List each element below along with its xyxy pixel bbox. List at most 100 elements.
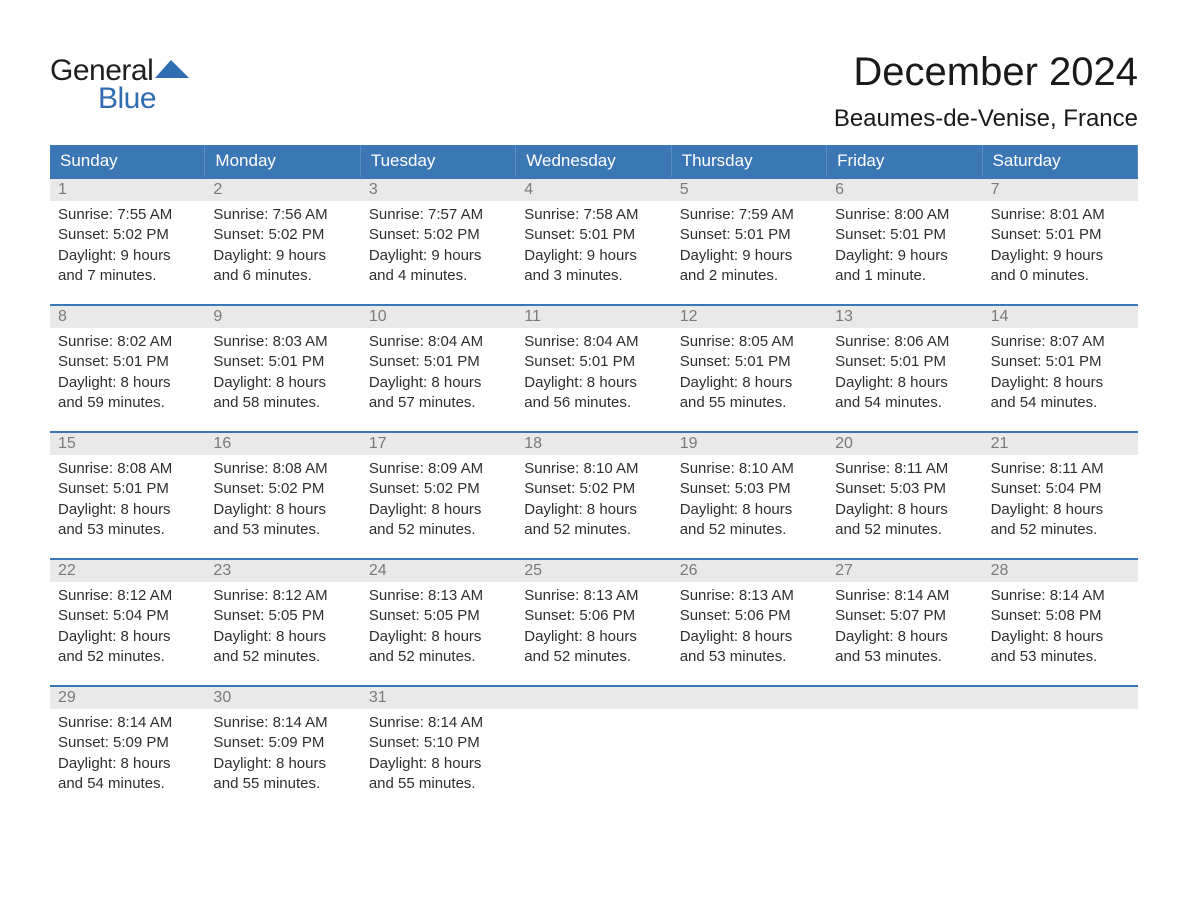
daylight-text-1: Daylight: 8 hours — [835, 500, 974, 520]
daylight-text-2: and 7 minutes. — [58, 266, 197, 286]
day-cell: Sunrise: 8:13 AMSunset: 5:06 PMDaylight:… — [672, 582, 827, 675]
sunset-text: Sunset: 5:04 PM — [58, 606, 197, 626]
sunset-text: Sunset: 5:06 PM — [524, 606, 663, 626]
sunset-text: Sunset: 5:02 PM — [213, 225, 352, 245]
day-number: 11 — [516, 306, 671, 328]
daylight-text-1: Daylight: 8 hours — [835, 373, 974, 393]
day-cell: Sunrise: 8:07 AMSunset: 5:01 PMDaylight:… — [983, 328, 1138, 421]
day-number-row: 22232425262728 — [50, 560, 1138, 582]
day-header: Thursday — [672, 145, 827, 177]
sunset-text: Sunset: 5:01 PM — [991, 225, 1130, 245]
sunset-text: Sunset: 5:01 PM — [213, 352, 352, 372]
daylight-text-2: and 56 minutes. — [524, 393, 663, 413]
daylight-text-1: Daylight: 8 hours — [58, 627, 197, 647]
day-number: 25 — [516, 560, 671, 582]
sunrise-text: Sunrise: 8:12 AM — [58, 586, 197, 606]
sunset-text: Sunset: 5:01 PM — [835, 225, 974, 245]
daylight-text-2: and 53 minutes. — [680, 647, 819, 667]
sunrise-text: Sunrise: 8:11 AM — [835, 459, 974, 479]
daylight-text-2: and 55 minutes. — [369, 774, 508, 794]
daylight-text-2: and 55 minutes. — [680, 393, 819, 413]
day-header: Wednesday — [516, 145, 671, 177]
sunset-text: Sunset: 5:05 PM — [213, 606, 352, 626]
daylight-text-2: and 52 minutes. — [213, 647, 352, 667]
daylight-text-1: Daylight: 8 hours — [524, 627, 663, 647]
page-title: December 2024 — [834, 50, 1138, 95]
day-cell: Sunrise: 8:13 AMSunset: 5:06 PMDaylight:… — [516, 582, 671, 675]
daylight-text-2: and 52 minutes. — [835, 520, 974, 540]
day-cell: Sunrise: 8:10 AMSunset: 5:03 PMDaylight:… — [672, 455, 827, 548]
day-number: 15 — [50, 433, 205, 455]
day-number: 5 — [672, 179, 827, 201]
day-cell: Sunrise: 8:08 AMSunset: 5:02 PMDaylight:… — [205, 455, 360, 548]
day-number: 8 — [50, 306, 205, 328]
daylight-text-2: and 55 minutes. — [213, 774, 352, 794]
day-header: Monday — [205, 145, 360, 177]
day-cell: Sunrise: 8:14 AMSunset: 5:08 PMDaylight:… — [983, 582, 1138, 675]
daylight-text-2: and 59 minutes. — [58, 393, 197, 413]
day-number: 29 — [50, 687, 205, 709]
daylight-text-2: and 52 minutes. — [524, 647, 663, 667]
sunrise-text: Sunrise: 8:00 AM — [835, 205, 974, 225]
sunset-text: Sunset: 5:02 PM — [58, 225, 197, 245]
daylight-text-1: Daylight: 8 hours — [991, 627, 1130, 647]
day-number: 1 — [50, 179, 205, 201]
daylight-text-2: and 3 minutes. — [524, 266, 663, 286]
daylight-text-2: and 54 minutes. — [991, 393, 1130, 413]
sunrise-text: Sunrise: 8:12 AM — [213, 586, 352, 606]
daylight-text-2: and 2 minutes. — [680, 266, 819, 286]
sunset-text: Sunset: 5:01 PM — [680, 225, 819, 245]
daylight-text-2: and 53 minutes. — [58, 520, 197, 540]
daylight-text-2: and 0 minutes. — [991, 266, 1130, 286]
day-number — [827, 687, 982, 709]
day-number: 4 — [516, 179, 671, 201]
sunset-text: Sunset: 5:09 PM — [58, 733, 197, 753]
daylight-text-2: and 52 minutes. — [369, 647, 508, 667]
sunrise-text: Sunrise: 8:14 AM — [835, 586, 974, 606]
daylight-text-2: and 58 minutes. — [213, 393, 352, 413]
day-cell — [672, 709, 827, 802]
daylight-text-2: and 52 minutes. — [680, 520, 819, 540]
sunset-text: Sunset: 5:01 PM — [524, 225, 663, 245]
sunrise-text: Sunrise: 7:59 AM — [680, 205, 819, 225]
daylight-text-1: Daylight: 8 hours — [680, 500, 819, 520]
sunrise-text: Sunrise: 8:01 AM — [991, 205, 1130, 225]
sunset-text: Sunset: 5:08 PM — [991, 606, 1130, 626]
day-number-row: 1234567 — [50, 179, 1138, 201]
day-cell: Sunrise: 8:01 AMSunset: 5:01 PMDaylight:… — [983, 201, 1138, 294]
day-cell: Sunrise: 7:59 AMSunset: 5:01 PMDaylight:… — [672, 201, 827, 294]
day-number — [516, 687, 671, 709]
day-header: Sunday — [50, 145, 205, 177]
daylight-text-1: Daylight: 8 hours — [835, 627, 974, 647]
daylight-text-1: Daylight: 8 hours — [680, 373, 819, 393]
day-number: 26 — [672, 560, 827, 582]
day-cell: Sunrise: 8:00 AMSunset: 5:01 PMDaylight:… — [827, 201, 982, 294]
location-label: Beaumes-de-Venise, France — [834, 105, 1138, 133]
day-number: 31 — [361, 687, 516, 709]
sunset-text: Sunset: 5:10 PM — [369, 733, 508, 753]
day-number: 30 — [205, 687, 360, 709]
daylight-text-1: Daylight: 8 hours — [58, 500, 197, 520]
daylight-text-2: and 52 minutes. — [58, 647, 197, 667]
day-number: 12 — [672, 306, 827, 328]
day-header: Tuesday — [361, 145, 516, 177]
sunset-text: Sunset: 5:03 PM — [680, 479, 819, 499]
daylight-text-1: Daylight: 9 hours — [213, 246, 352, 266]
day-cell: Sunrise: 8:11 AMSunset: 5:04 PMDaylight:… — [983, 455, 1138, 548]
day-number-row: 293031 — [50, 687, 1138, 709]
sunset-text: Sunset: 5:07 PM — [835, 606, 974, 626]
daylight-text-2: and 57 minutes. — [369, 393, 508, 413]
daylight-text-2: and 1 minute. — [835, 266, 974, 286]
day-cell: Sunrise: 8:11 AMSunset: 5:03 PMDaylight:… — [827, 455, 982, 548]
day-cell: Sunrise: 8:06 AMSunset: 5:01 PMDaylight:… — [827, 328, 982, 421]
day-number: 17 — [361, 433, 516, 455]
sunset-text: Sunset: 5:09 PM — [213, 733, 352, 753]
sunrise-text: Sunrise: 7:55 AM — [58, 205, 197, 225]
day-cell: Sunrise: 8:14 AMSunset: 5:09 PMDaylight:… — [205, 709, 360, 802]
day-cell: Sunrise: 8:10 AMSunset: 5:02 PMDaylight:… — [516, 455, 671, 548]
sunset-text: Sunset: 5:02 PM — [369, 479, 508, 499]
day-cell: Sunrise: 8:14 AMSunset: 5:07 PMDaylight:… — [827, 582, 982, 675]
day-cell: Sunrise: 8:08 AMSunset: 5:01 PMDaylight:… — [50, 455, 205, 548]
daylight-text-2: and 53 minutes. — [991, 647, 1130, 667]
logo-word-2: Blue — [98, 82, 156, 116]
